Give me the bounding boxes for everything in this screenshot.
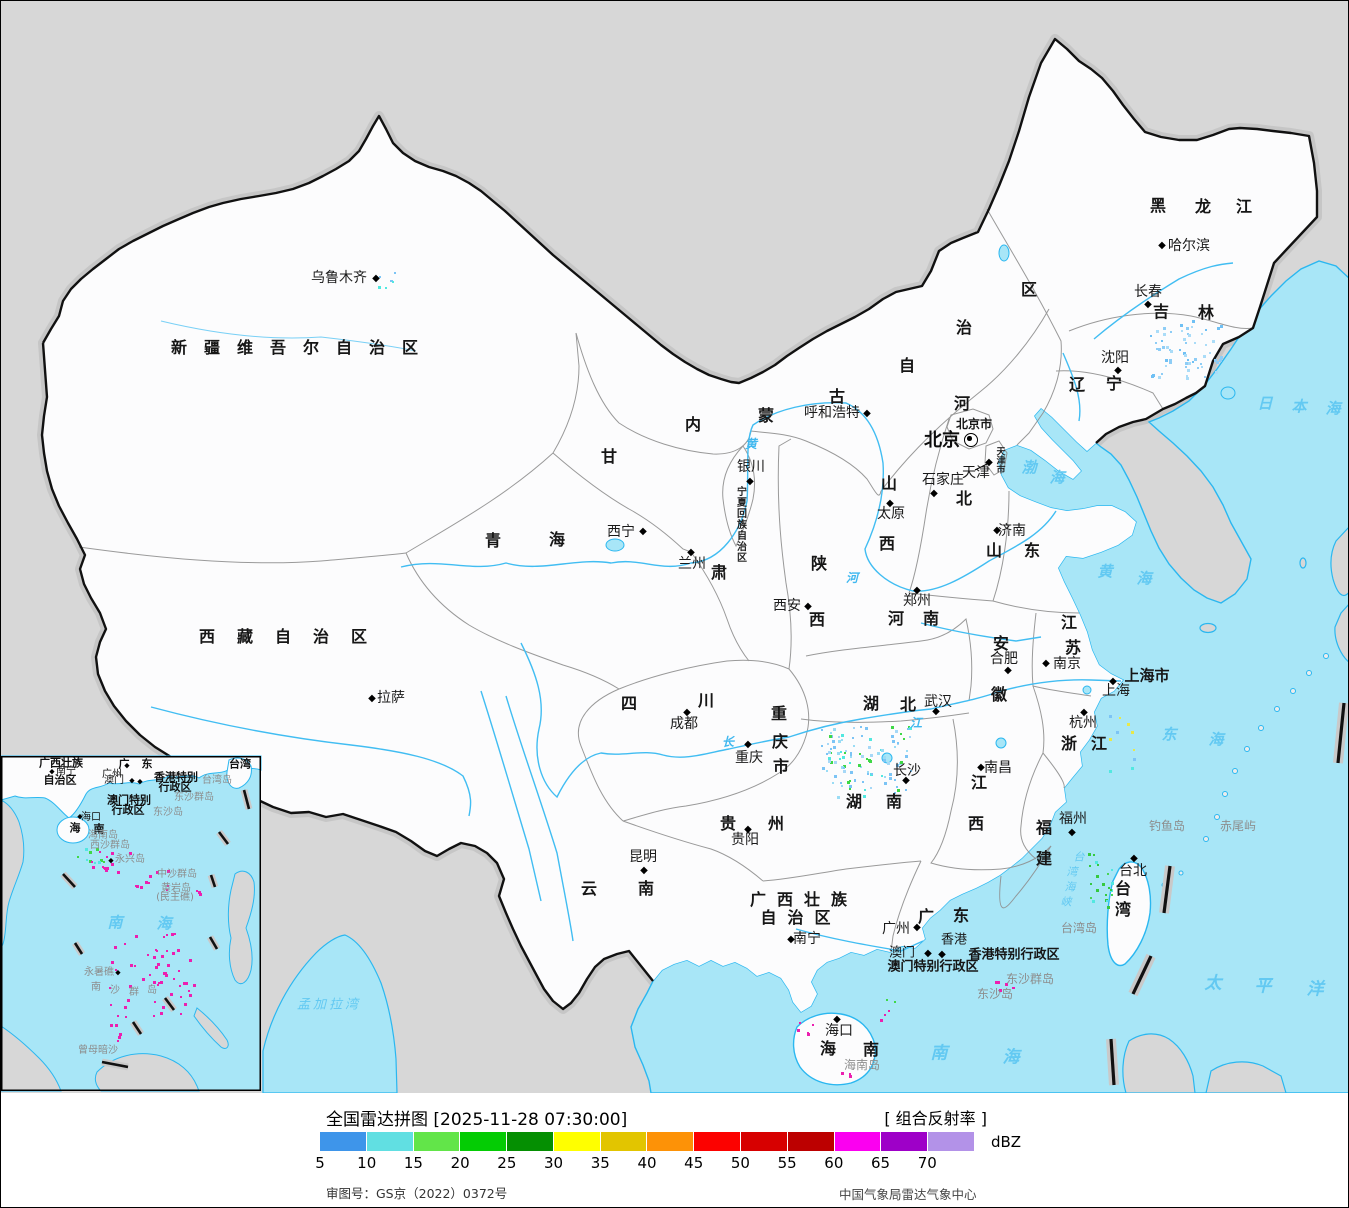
colorbar-segment: [460, 1132, 507, 1151]
legend-panel: 全国雷达拼图 [2025-11-28 07:30:00] [ 组合反射率 ] 5…: [1, 1093, 1348, 1207]
lakes: [605, 244, 1236, 764]
china-territory: [42, 39, 1317, 1012]
inset-frame: [1, 756, 261, 1091]
product-name: [ 组合反射率 ]: [884, 1109, 987, 1128]
south-china-sea-inset: [1, 755, 262, 1092]
colorbar-tick: 5: [315, 1154, 325, 1172]
colorbar-tick: 45: [684, 1154, 704, 1172]
colorbar: [320, 1132, 974, 1151]
colorbar-tick: 40: [637, 1154, 657, 1172]
approval-number: 审图号：GS京（2022）0372号: [326, 1186, 508, 1201]
colorbar-segment: [834, 1132, 881, 1151]
capital-marker: [964, 433, 978, 447]
colorbar-tick: 65: [871, 1154, 891, 1172]
colorbar-tick: 20: [450, 1154, 470, 1172]
colorbar-segment: [507, 1132, 553, 1151]
colorbar-segment: [600, 1132, 647, 1151]
colorbar-segment: [881, 1132, 928, 1151]
colorbar-unit: dBZ: [991, 1133, 1022, 1151]
tianjin-leader-line: [974, 462, 990, 471]
nine-dash-line: [1106, 702, 1348, 1086]
colorbar-segment: [553, 1132, 600, 1151]
colorbar-tick: 15: [403, 1154, 423, 1172]
province-boundaries: [78, 208, 1254, 953]
credit: 中国气象局雷达气象中心: [839, 1187, 977, 1202]
colorbar-segment: [413, 1132, 460, 1151]
national-border: [40, 37, 1319, 1011]
colorbar-segment: [320, 1132, 366, 1151]
rivers: [150, 262, 1234, 952]
colorbar-segment: [366, 1132, 413, 1151]
colorbar-segment: [647, 1132, 694, 1151]
colorbar-tick: 50: [730, 1154, 750, 1172]
colorbar-tick: 25: [497, 1154, 517, 1172]
colorbar-tick: 60: [824, 1154, 844, 1172]
china-basemap: [1, 1, 1348, 1093]
colorbar-ticks: 5 10 15 20 25 30 35 40 45 50 55 60 65 70: [1, 1154, 1348, 1172]
colorbar-tick: 70: [917, 1154, 937, 1172]
colorbar-tick: 55: [777, 1154, 797, 1172]
colorbar-segment: [787, 1132, 834, 1151]
colorbar-tick: 30: [544, 1154, 564, 1172]
colorbar-tick: 10: [357, 1154, 377, 1172]
bay-of-bengal: [262, 934, 398, 1093]
ryukyu-islands: [1161, 653, 1329, 888]
colorbar-segment: [928, 1132, 974, 1151]
map-title: 全国雷达拼图 [2025-11-28 07:30:00]: [326, 1110, 628, 1130]
colorbar-segment: [741, 1132, 787, 1151]
colorbar-tick: 35: [590, 1154, 610, 1172]
foreign-islands: [1122, 527, 1348, 1093]
islands-hainan-taiwan: [792, 861, 1152, 1086]
colorbar-segment: [694, 1132, 741, 1151]
